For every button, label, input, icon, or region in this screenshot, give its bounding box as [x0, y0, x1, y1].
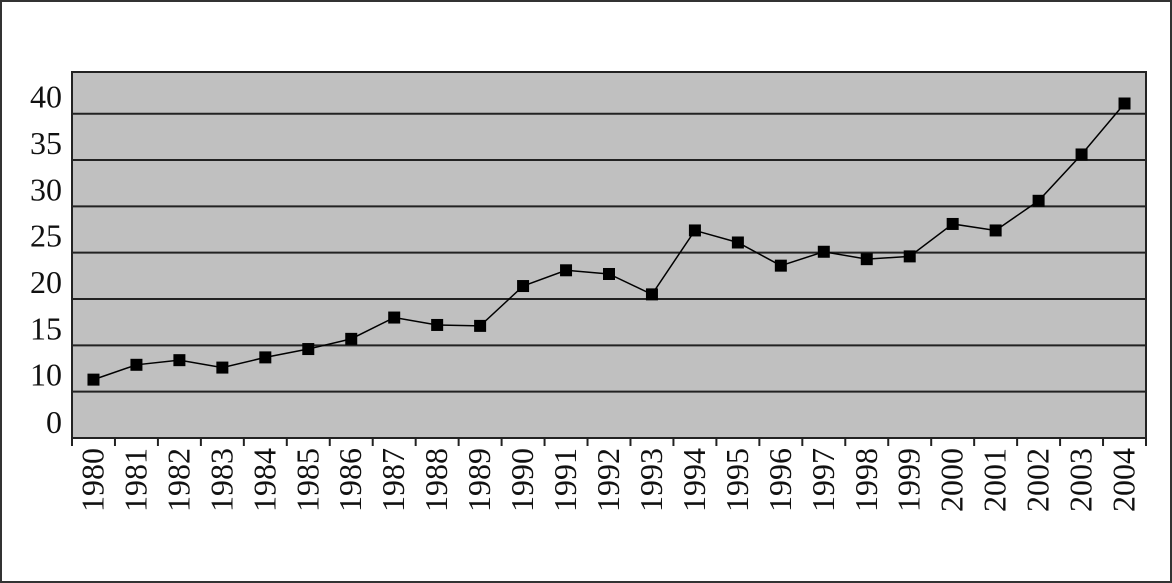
- marker: [1032, 194, 1045, 207]
- x-tick-label: 1990: [504, 448, 540, 512]
- x-tick-label: 2000: [934, 448, 970, 512]
- x-tick-label: 1994: [676, 448, 712, 512]
- x-tick-label: 1997: [805, 448, 841, 512]
- x-tick-label: 1998: [848, 448, 884, 512]
- marker: [345, 332, 358, 345]
- marker: [259, 351, 272, 364]
- marker: [87, 373, 100, 386]
- marker: [645, 288, 658, 301]
- marker: [1075, 148, 1088, 161]
- marker: [903, 250, 916, 263]
- x-tick-label: 1980: [74, 448, 110, 512]
- marker: [517, 280, 530, 293]
- marker: [603, 267, 615, 280]
- x-tick-label: 1984: [246, 448, 282, 512]
- x-tick-label: 2004: [1106, 448, 1142, 512]
- x-tick-label: 1995: [719, 448, 755, 512]
- x-tick-label: 1991: [547, 448, 583, 512]
- marker: [173, 354, 186, 367]
- x-tick-label: 2002: [1020, 448, 1056, 512]
- x-tick-label: 1986: [332, 448, 368, 512]
- marker: [817, 245, 830, 258]
- marker: [946, 217, 959, 230]
- x-tick-label: 1989: [461, 448, 497, 512]
- x-tick-label: 2001: [977, 448, 1013, 512]
- x-tick-label: 1992: [590, 448, 626, 512]
- x-tick-label: 1988: [418, 448, 454, 512]
- x-tick-label: 1982: [160, 448, 196, 512]
- marker: [388, 311, 401, 324]
- x-tick-label: 1985: [289, 448, 325, 512]
- x-tick-label: 1983: [203, 448, 239, 512]
- marker: [774, 259, 787, 272]
- y-tick-label: 10: [30, 357, 62, 393]
- marker: [731, 236, 744, 249]
- marker: [431, 318, 444, 331]
- plot-area: [71, 71, 1147, 439]
- marker: [560, 264, 573, 277]
- marker: [860, 253, 873, 266]
- marker: [1118, 97, 1131, 110]
- y-tick-label: 20: [30, 264, 62, 300]
- marker: [216, 361, 229, 374]
- marker: [688, 224, 701, 237]
- x-tick-label: 1999: [891, 448, 927, 512]
- x-tick-label: 2003: [1063, 448, 1099, 512]
- y-tick-label: 35: [30, 125, 62, 161]
- y-tick-label: 15: [30, 310, 62, 346]
- x-tick-label: 1996: [762, 448, 798, 512]
- marker: [989, 224, 1002, 237]
- x-tick-label: 1987: [375, 448, 411, 512]
- y-tick-label: 30: [30, 171, 62, 207]
- marker: [302, 343, 315, 356]
- y-tick-label: 40: [30, 79, 62, 115]
- marker: [474, 319, 487, 332]
- x-tick-label: 1981: [117, 448, 153, 512]
- y-axis-break-label: 0: [46, 404, 62, 440]
- marker: [130, 358, 143, 371]
- y-tick-label: 25: [30, 218, 62, 254]
- x-tick-label: 1993: [633, 448, 669, 512]
